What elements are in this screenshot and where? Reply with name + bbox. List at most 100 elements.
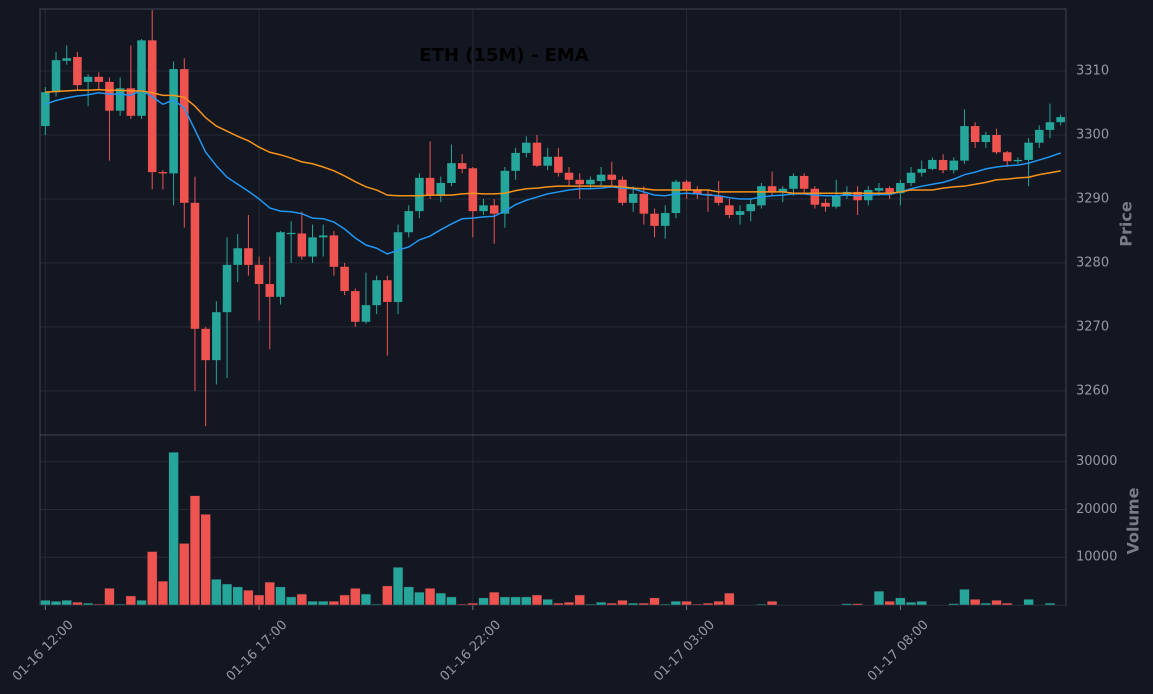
volume-bar: [489, 591, 500, 606]
volume-bar: [189, 495, 201, 606]
volume-bar: [991, 599, 1002, 606]
candle-body: [383, 280, 392, 302]
volume-bar: [553, 602, 564, 606]
volume-bar: [980, 602, 992, 606]
candle-body: [735, 211, 745, 215]
candle-body: [94, 76, 104, 82]
candle-body: [500, 170, 510, 214]
volume-bar: [424, 588, 436, 606]
candle-body: [906, 172, 916, 183]
y-tick-label: 3270: [1076, 319, 1109, 334]
volume-bar: [649, 597, 660, 606]
candle-body: [244, 248, 253, 265]
volume-bar: [756, 603, 767, 606]
candle-body: [41, 92, 50, 127]
volume-bar: [467, 602, 479, 606]
volume-bar: [435, 592, 446, 606]
candle-body: [1024, 142, 1033, 160]
volume-bar: [638, 602, 650, 606]
volume-bar: [211, 578, 222, 606]
candle-body: [126, 88, 136, 116]
candle-body: [831, 195, 841, 207]
candle-body: [992, 135, 1001, 153]
volume-bar: [371, 603, 382, 606]
candle-body: [265, 284, 275, 297]
volume-bar: [285, 596, 297, 606]
volume-bar: [264, 581, 275, 606]
volume-bar: [414, 591, 425, 606]
volume-bar: [339, 594, 350, 606]
candle-body: [276, 232, 285, 297]
volume-bar: [136, 599, 147, 606]
volume-bar: [713, 600, 724, 606]
candle-body: [970, 126, 980, 143]
candle-body: [693, 189, 702, 194]
candle-body: [51, 60, 61, 93]
volume-bar: [1002, 602, 1013, 606]
volume-bar: [499, 596, 511, 606]
candle-body: [928, 159, 937, 169]
candle-body: [158, 172, 168, 174]
volume-bar: [563, 601, 575, 606]
volume-bar: [221, 583, 233, 606]
volume-bar: [456, 603, 468, 606]
candle-body: [874, 188, 884, 191]
volume-bar: [179, 543, 190, 606]
candle-body: [83, 76, 93, 82]
volume-bar: [905, 601, 917, 606]
candle-body: [180, 69, 189, 203]
volume-bar: [585, 603, 596, 606]
y-tick-label: 3280: [1076, 255, 1109, 270]
volume-bar: [114, 603, 126, 606]
volume-bar: [510, 596, 521, 606]
volume-tick-label: 10000: [1076, 550, 1117, 565]
candle-body: [639, 193, 649, 214]
candle-body: [1035, 129, 1044, 143]
volume-bar: [40, 599, 51, 606]
candle-body: [190, 202, 200, 329]
volume-bar: [852, 603, 863, 606]
candle-body: [115, 88, 125, 111]
candle-body: [618, 179, 627, 203]
candle-body: [393, 232, 403, 302]
volume-bar: [542, 599, 553, 606]
volume-bar: [681, 600, 692, 606]
candle-body: [799, 175, 809, 189]
volume-bar: [93, 603, 104, 606]
volume-bar: [841, 603, 853, 606]
candle-body: [147, 40, 157, 173]
volume-bar: [104, 588, 115, 606]
volume-bar: [318, 600, 329, 606]
volume-bar: [660, 603, 671, 606]
candle-body: [522, 142, 531, 153]
y-tick-label: 3260: [1076, 383, 1109, 398]
volume-bar: [595, 601, 607, 606]
volume-bar: [82, 602, 94, 606]
candle-body: [757, 186, 766, 206]
candle-body: [885, 188, 894, 194]
candle-body: [628, 193, 638, 203]
candle-body: [1002, 152, 1012, 162]
x-tick-label: 01-17 08:00: [865, 618, 932, 685]
candle-body: [660, 213, 670, 226]
candle-body: [169, 69, 178, 174]
candle-body: [340, 266, 349, 292]
candle-body: [372, 280, 381, 306]
candle-body: [457, 163, 467, 169]
candle-body: [682, 181, 691, 191]
volume-bar: [392, 567, 404, 606]
volume-bar: [147, 551, 158, 606]
marks: [40, 10, 1066, 606]
candle-body: [671, 181, 681, 214]
candle-body: [436, 182, 446, 196]
volume-bar: [157, 580, 169, 606]
volume-bar: [702, 602, 714, 606]
candle-body: [810, 188, 820, 205]
volume-bar: [895, 597, 906, 606]
candle-body: [73, 56, 82, 86]
candle-body: [650, 213, 659, 226]
candle-body: [447, 163, 456, 183]
candle-body: [329, 235, 339, 267]
candle-body: [746, 204, 755, 212]
candle-body: [286, 232, 296, 235]
